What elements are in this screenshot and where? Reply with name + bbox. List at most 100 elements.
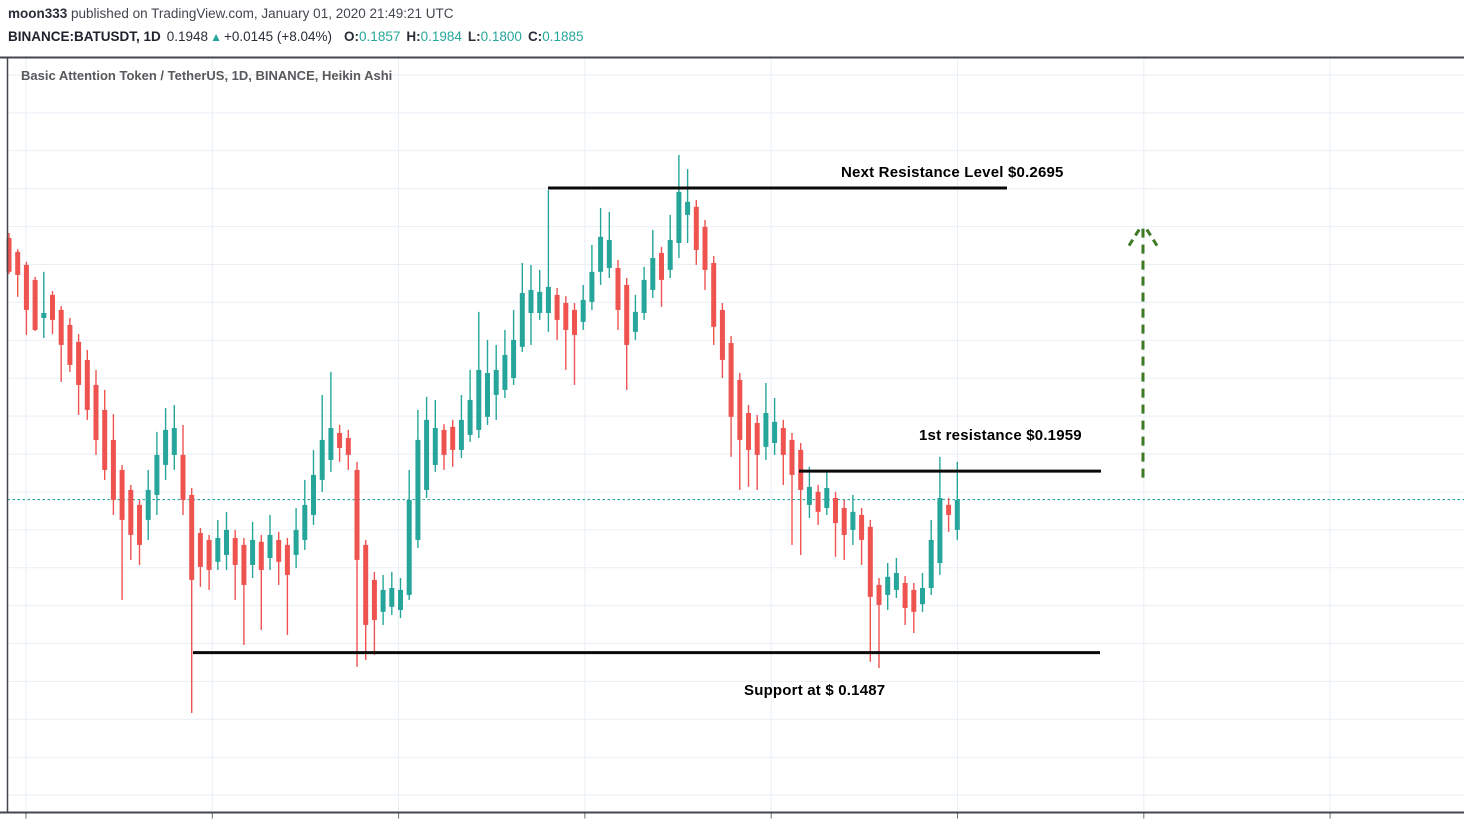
candle-body [528,289,534,313]
candle-body [58,309,64,345]
candle-body [954,499,960,530]
candle-body [450,426,456,450]
candle-wick [565,296,567,370]
candle-body [920,588,925,605]
candle-wick [547,189,550,332]
candle-body [67,324,73,365]
candle-body [728,343,734,417]
price-change: +0.0145 (+8.04%) [223,29,333,44]
publish-info: published on TradingView.com, January 01… [67,6,454,21]
candle-body [589,271,595,302]
candle-body [493,369,499,395]
annotation-next-resistance-label[interactable]: Next Resistance Level $0.2695 [841,164,1064,181]
candle-wick [791,433,793,545]
candle-body [667,239,673,270]
high-value: 0.1984 [420,29,462,44]
candle-body [328,428,334,460]
low-value: 0.1800 [480,29,522,44]
candle-body [371,579,377,620]
candle-body [23,264,29,310]
candle-body [241,544,247,585]
candle-body [902,583,908,608]
high-label: H: [406,29,421,44]
candle-body [693,206,699,250]
candle-body [267,534,273,558]
candle-body [180,454,186,500]
candle-body [6,238,12,272]
candle-body [789,439,795,475]
candle-wick [121,464,123,600]
candle-body [824,488,830,508]
candle-body [780,428,786,455]
symbol-name[interactable]: BINANCE:BATUSDT, 1D [8,29,161,44]
candle-body [554,294,560,320]
annotation-first-resistance-label[interactable]: 1st resistance $0.1959 [919,427,1082,444]
candle-body [345,438,351,455]
candle-body [685,201,691,215]
candle-body [676,191,682,243]
candle-wick [878,578,880,668]
candle-body [850,511,856,530]
candle-body [197,533,203,567]
candle-body [319,439,325,480]
candle-body [224,529,229,555]
candle-body [119,469,125,520]
author-name: moon333 [8,6,68,21]
candle-body [659,253,664,280]
candle-wick [330,371,332,472]
candle-body [171,428,177,455]
low-label: L: [467,29,481,44]
last-price: 0.1948 [166,29,209,44]
candle-body [772,421,778,443]
open-value: 0.1857 [359,29,401,44]
candle-body [763,413,769,447]
up-arrow-annotation[interactable] [1127,222,1159,478]
candle-wick [834,491,837,557]
candle-body [406,499,412,595]
candle-body [154,454,160,495]
candle-body [32,279,38,330]
change-up-icon: ▲ [210,30,222,44]
candle-body [737,379,743,440]
candle-body [102,409,108,470]
candle-body [206,539,212,570]
candle-body [258,541,264,570]
candle-body [389,588,395,607]
candle-wick [43,271,45,338]
candle-body [145,489,151,520]
symbol-info-bar: BINANCE:BATUSDT, 1D 0.1948 ▲ +0.0145 (+8.04… [8,29,583,44]
candle-body [711,263,717,327]
candle-body [893,573,899,590]
candle-body [833,498,838,523]
time-axis[interactable] [0,811,1464,819]
candle-body [424,419,430,490]
candle-body [398,589,403,610]
candle-body [250,539,256,565]
candle-body [232,538,238,565]
candle-body [746,413,751,450]
candle-body [545,286,551,313]
candle-wick [260,534,262,630]
candle-body [754,423,760,455]
candle-body [137,504,142,545]
candle-body [50,294,55,320]
grid-lines [7,57,1464,813]
annotation-support-label[interactable]: Support at $ 0.1487 [744,682,886,699]
close-value: 0.1885 [542,29,584,44]
publisher-line: moon333 published on TradingView.com, Ja… [8,6,454,21]
candle-body [302,504,308,540]
candle-body [937,498,943,563]
candle-body [719,309,725,360]
candle-body [363,544,369,625]
candle-body [841,508,847,535]
candle-body [84,359,90,410]
candle-body [885,576,891,595]
candle-body [215,538,221,562]
candle-wick [286,538,289,635]
candle-wick [243,538,245,645]
candle-body [354,469,360,560]
candle-body [467,399,473,435]
candle-body [511,339,517,378]
candle-wick [573,303,576,385]
